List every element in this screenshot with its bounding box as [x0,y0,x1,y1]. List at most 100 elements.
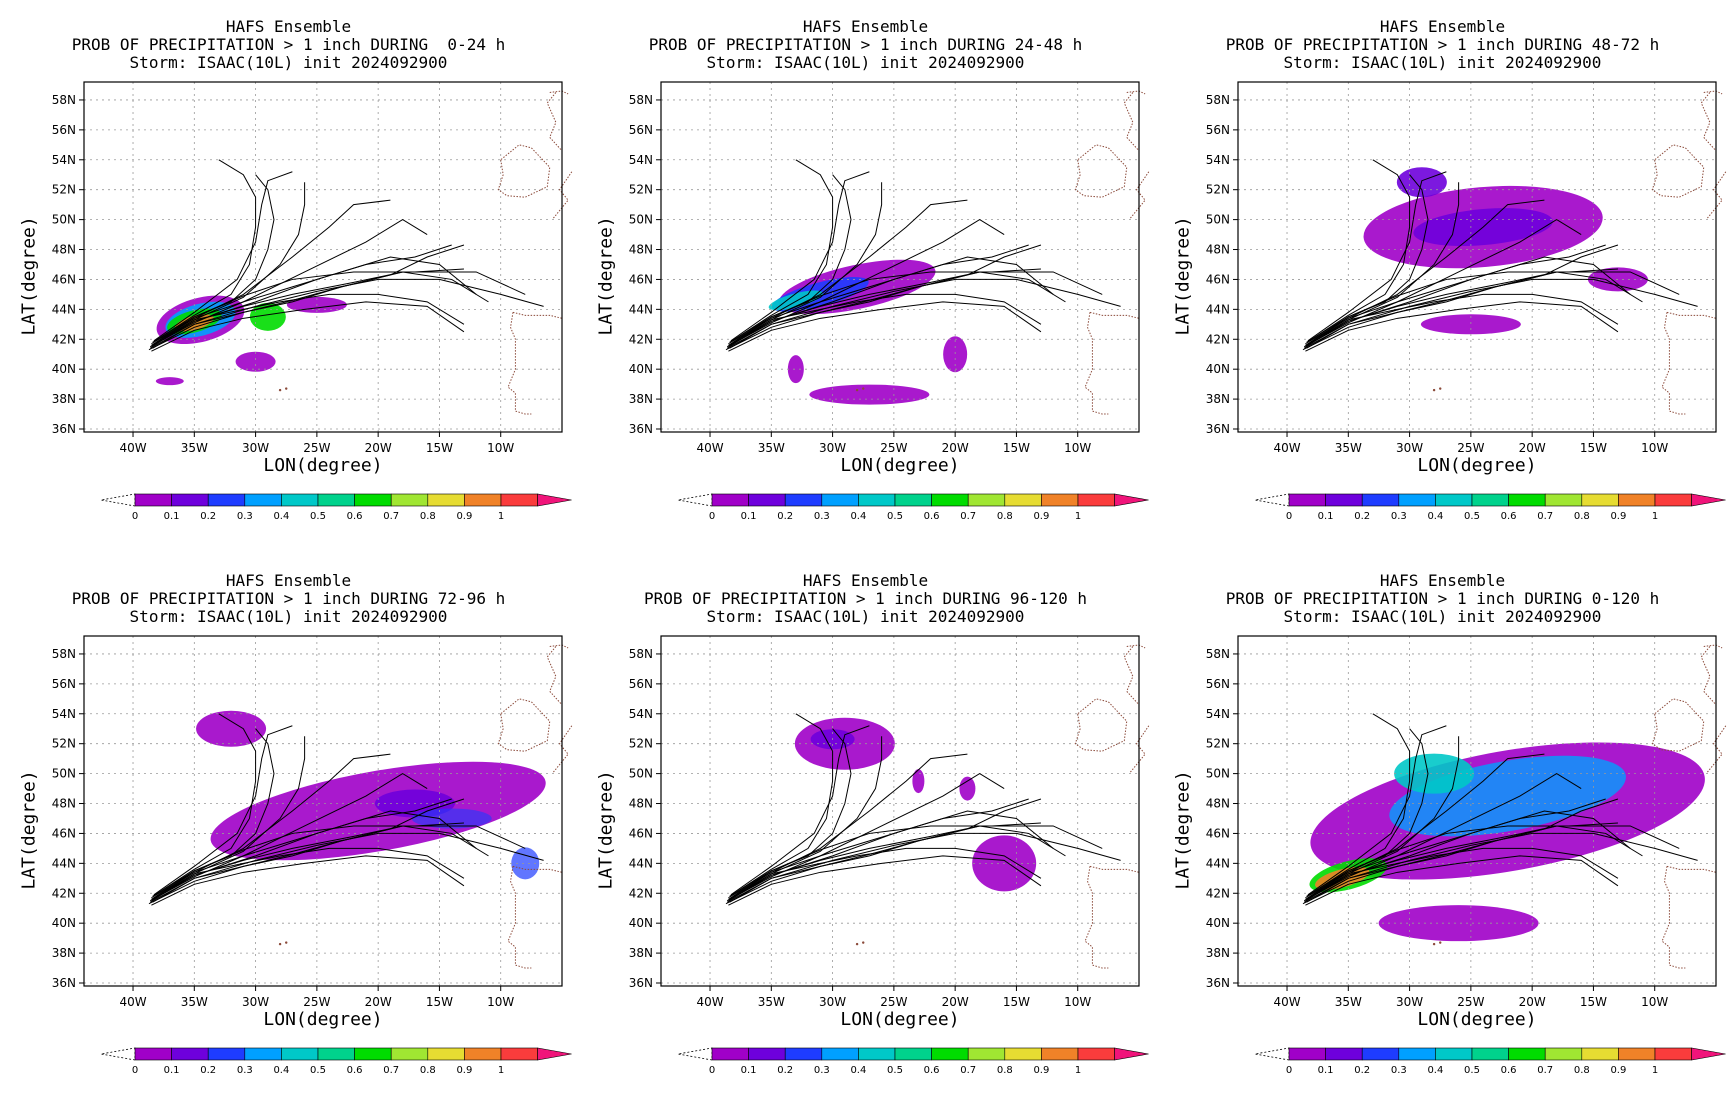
colorbar-segment [427,493,465,507]
ensemble-track [728,855,1042,906]
colorbar-segment [1004,493,1042,507]
colorbar-tick-label: 0.6 [1501,1065,1517,1076]
y-tick-label: 38N [629,946,653,960]
y-tick-label: 58N [1206,93,1230,107]
ensemble-track [156,822,464,897]
colorbar-tick-label: 0.8 [1574,511,1590,522]
x-tick-label: 20W [1519,995,1546,1009]
colorbar-segment [500,493,538,507]
azores-island [285,941,288,944]
colorbar-segment [354,493,392,507]
azores-island [1432,942,1436,946]
colorbar-tick-label: 0.6 [347,511,363,522]
y-tick-label: 46N [52,826,76,840]
x-axis-label: LON(degree) [263,455,383,476]
y-tick-label: 36N [629,422,653,436]
ensemble-track [733,822,1041,897]
y-tick-label: 52N [52,183,76,197]
colorbar: 0 0.1 0.2 0.3 0.4 0.5 0.6 0.7 0.8 0.9 1 [100,493,572,522]
y-tick-label: 38N [52,392,76,406]
colorbar-tick-label: 0.2 [1354,1065,1370,1076]
colorbar-tick-label: 0.6 [347,1065,363,1076]
ensemble-track [152,798,452,900]
y-tick-label: 50N [1206,213,1230,227]
colorbar-tick-label: 0 [1286,511,1292,522]
colorbar-segment [931,1047,969,1061]
ensemble-track [730,725,870,896]
y-tick-label: 44N [52,856,76,870]
colorbar-tick-label: 0.5 [1464,1065,1480,1076]
colorbar-segment [464,1047,502,1061]
colorbar-segment [244,493,282,507]
colorbar-tick-label: 0.4 [850,511,866,522]
colorbar-segment [207,1047,246,1061]
plot-area [661,636,1139,986]
ensemble-track [725,244,1042,351]
plot-frame [83,81,563,433]
map-panel-72-96h: HAFS Ensemble PROB OF PRECIPITATION > 1 … [0,554,577,1108]
x-tick-label: 15W [1580,995,1607,1009]
colorbar-tick-label: 0.7 [1537,1065,1553,1076]
x-tick-label: 35W [181,995,208,1009]
colorbar-tick-label: 1 [1652,1065,1658,1076]
y-axis-label: LAT(degree) [595,770,617,890]
colorbar-under [100,493,136,507]
y-axis-label: LAT(degree) [1172,216,1194,336]
plot-area [661,82,1139,432]
ensemble-track [1305,855,1619,906]
colorbar-segment [1471,1047,1509,1061]
coastline [1074,698,1128,752]
plot-frame [1237,81,1717,433]
colorbar-tick-label: 0 [1286,1065,1292,1076]
plot-frame [1237,635,1717,987]
ensemble-track [153,725,293,896]
colorbar-tick-label: 0.1 [1318,1065,1334,1076]
colorbar: 0 0.1 0.2 0.3 0.4 0.5 0.6 0.7 0.8 0.9 1 [677,493,1149,522]
colorbar-under [1254,1047,1290,1061]
map-panel-96-120h: HAFS Ensemble PROB OF PRECIPITATION > 1 … [577,554,1154,1108]
ensemble-track [1307,725,1447,896]
x-tick-label: 25W [880,995,907,1009]
y-tick-label: 48N [1206,797,1230,811]
colorbar-segment [1004,1047,1042,1061]
y-tick-label: 56N [52,677,76,691]
x-axis-label: LON(degree) [1417,1009,1537,1030]
y-tick-label: 56N [1206,123,1230,137]
x-axis-label: LON(degree) [840,455,960,476]
colorbar-tick-label: 0.9 [1033,511,1049,522]
colorbar-tick-label: 0.9 [1610,511,1626,522]
x-tick-label: 35W [1335,441,1362,455]
colorbar-tick-label: 0.2 [200,1065,216,1076]
y-tick-label: 56N [629,123,653,137]
probability-map: 58N 56N 54N 52N 50N 48N 46N 44N 42N 40N 38N 36N 40W 3… [52,81,573,455]
coastline [1130,171,1150,219]
x-tick-label: 25W [1457,441,1484,455]
colorbar-segment [281,1047,319,1061]
colorbar-tick-label: 1 [1652,511,1658,522]
y-tick-label: 56N [52,123,76,137]
y-tick-label: 50N [52,767,76,781]
probability-area [1378,905,1539,942]
colorbar-segment [1325,493,1363,507]
y-tick-label: 54N [1206,153,1230,167]
colorbar-tick-label: 0.4 [850,1065,866,1076]
x-tick-label: 20W [942,995,969,1009]
ensemble-track [726,219,1005,348]
colorbar-segment [1288,493,1326,507]
colorbar-tick-label: 0.5 [887,511,903,522]
ensemble-track [730,753,968,899]
colorbar-tick-label: 0.7 [1537,511,1553,522]
coastline [1666,311,1717,319]
map-panel-0-24h: HAFS Ensemble PROB OF PRECIPITATION > 1 … [0,0,577,554]
y-tick-label: 46N [629,272,653,286]
ensemble-track [1305,182,1460,346]
plot-frame [660,635,1140,987]
colorbar-tick-label: 0.3 [1391,1065,1407,1076]
coastline [1084,312,1109,415]
ensemble-track [1306,244,1606,346]
colorbar-tick-label: 0.2 [777,511,793,522]
colorbar-tick-label: 0.3 [814,511,830,522]
y-tick-label: 44N [629,856,653,870]
ensemble-track [729,244,1029,346]
x-tick-label: 40W [119,995,146,1009]
